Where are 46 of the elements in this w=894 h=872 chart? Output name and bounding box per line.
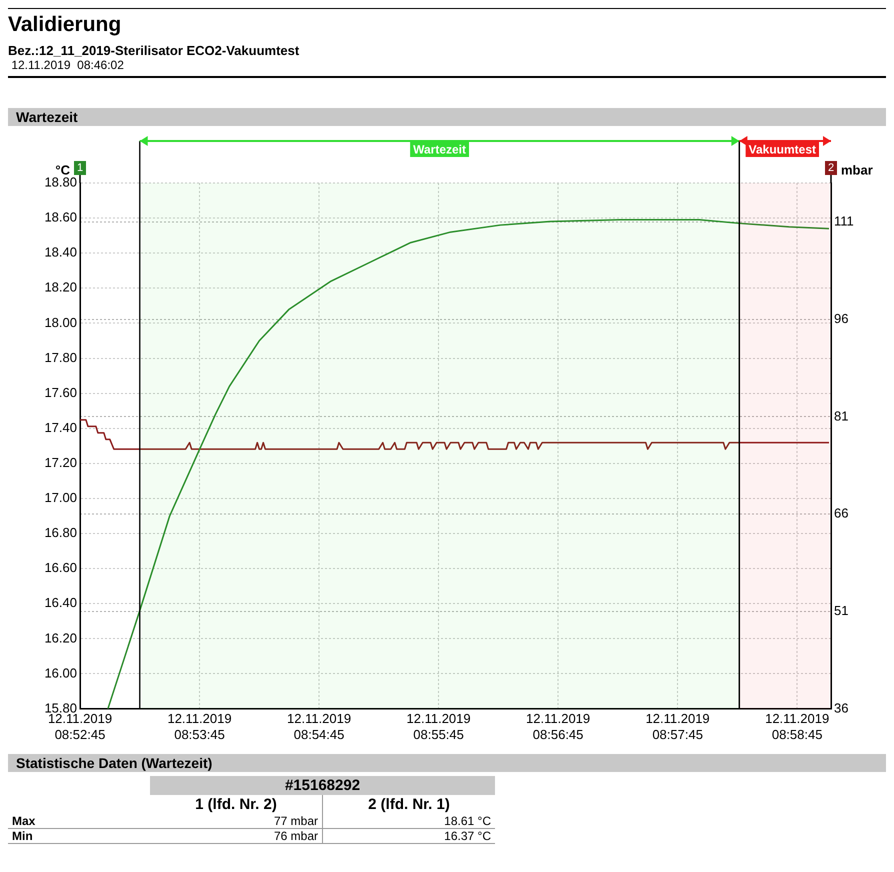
y-tick-label: 16.80 bbox=[44, 525, 77, 540]
y-tick-label: 17.80 bbox=[44, 350, 77, 365]
x-tick-label: 12.11.2019 08:56:45 bbox=[526, 711, 590, 742]
y-tick-label: 16.00 bbox=[44, 665, 77, 680]
text: #15168292 bbox=[150, 776, 495, 795]
text: 77 mbar bbox=[150, 814, 322, 828]
x-tick-label: 12.11.2019 08:58:45 bbox=[765, 711, 830, 742]
x-tick-label: 12.11.2019 08:55:45 bbox=[406, 711, 471, 742]
text: Min bbox=[8, 828, 150, 844]
band-label: Wartezeit bbox=[413, 142, 466, 156]
text: 2 bbox=[828, 162, 834, 174]
y-tick-label: 18.00 bbox=[44, 314, 77, 330]
text: 2 (lfd. Nr. 1) bbox=[367, 795, 451, 814]
y-tick-label: 17.60 bbox=[44, 384, 77, 400]
text: Wartezeit bbox=[8, 108, 886, 126]
y2-tick-label: 96 bbox=[834, 310, 848, 326]
y-tick-label: 18.20 bbox=[44, 280, 77, 295]
y2-tick-label: 66 bbox=[834, 506, 848, 521]
text: Statistische Daten (Wartezeit) bbox=[8, 754, 886, 772]
y-tick-label: 17.00 bbox=[44, 490, 77, 506]
text: 12.11.2019 08:46:02 bbox=[8, 58, 886, 78]
legend-label: Vakuumtest bbox=[748, 142, 816, 156]
text: 1 (lfd. Nr. 2) bbox=[150, 795, 322, 814]
x-tick-label: 12.11.2019 08:53:45 bbox=[167, 711, 232, 742]
text: Max bbox=[8, 814, 150, 828]
x-tick-label: 12.11.2019 08:57:45 bbox=[646, 711, 710, 742]
y-tick-label: 18.60 bbox=[44, 210, 77, 225]
y-tick-label: 16.20 bbox=[44, 630, 77, 646]
y2-tick-label: 36 bbox=[834, 700, 848, 716]
y2-tick-label: 51 bbox=[834, 603, 848, 618]
y2-tick-label: 111 bbox=[834, 214, 854, 229]
y2-tick-label: 81 bbox=[834, 408, 848, 424]
y-tick-label: 17.20 bbox=[44, 455, 77, 470]
y-tick-label: 18.40 bbox=[44, 244, 77, 260]
chart-title: Validierung bbox=[8, 13, 122, 37]
y-tick-label: 17.40 bbox=[44, 420, 77, 435]
text: 76 mbar bbox=[150, 828, 322, 844]
text: 18.61 °C bbox=[322, 814, 495, 828]
y-tick-label: 16.60 bbox=[44, 560, 77, 576]
y2-axis-title: mbar bbox=[841, 162, 873, 178]
text: 1 bbox=[76, 162, 84, 174]
x-tick-label: 12.11.2019 08:54:45 bbox=[286, 711, 352, 742]
chart-subtitle: Bez.:12_11_2019-Sterilisator ECO2-Vakuumtest bbox=[8, 43, 300, 58]
text: 16.37 °C bbox=[322, 828, 495, 844]
y-tick-label: 15.80 bbox=[44, 700, 77, 716]
y-tick-label: 16.40 bbox=[44, 595, 77, 610]
